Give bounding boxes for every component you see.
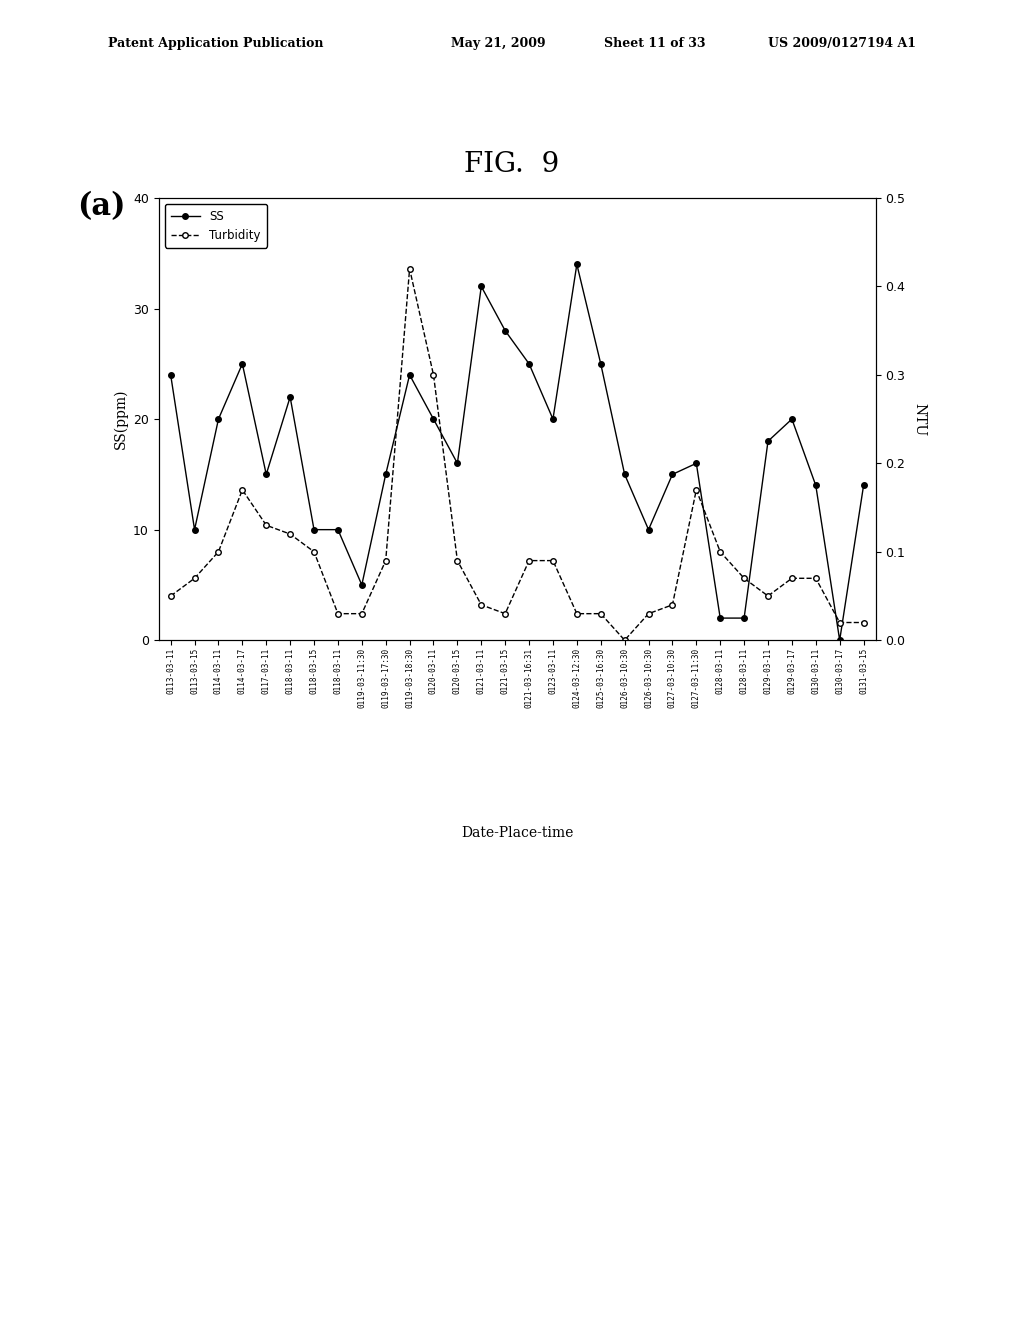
Text: (a): (a) [77, 191, 125, 222]
SS [690, 455, 702, 471]
SS [284, 389, 296, 405]
Turbidity [570, 606, 583, 622]
Turbidity [834, 615, 846, 631]
SS [547, 411, 559, 426]
Turbidity [857, 615, 869, 631]
Line: Turbidity: Turbidity [168, 265, 866, 643]
SS [667, 466, 679, 482]
Text: May 21, 2009: May 21, 2009 [451, 37, 545, 50]
Y-axis label: NTU: NTU [912, 403, 926, 436]
SS [642, 521, 654, 537]
SS [380, 466, 392, 482]
Turbidity [762, 587, 774, 603]
SS [452, 455, 464, 471]
Turbidity [284, 527, 296, 543]
Turbidity [237, 482, 249, 498]
Turbidity [427, 367, 439, 383]
Turbidity [260, 517, 272, 533]
Turbidity [690, 482, 702, 498]
Turbidity [475, 597, 487, 612]
Turbidity [595, 606, 607, 622]
SS [762, 433, 774, 449]
Turbidity [355, 606, 368, 622]
Turbidity [642, 606, 654, 622]
Turbidity [618, 632, 631, 648]
Turbidity [547, 553, 559, 569]
Text: US 2009/0127194 A1: US 2009/0127194 A1 [768, 37, 916, 50]
SS [475, 279, 487, 294]
SS [499, 322, 511, 338]
SS [834, 632, 846, 648]
SS [260, 466, 272, 482]
SS [212, 411, 224, 426]
SS [857, 478, 869, 494]
Turbidity [212, 544, 224, 560]
SS [714, 610, 726, 626]
SS [523, 356, 536, 372]
Text: Patent Application Publication: Patent Application Publication [108, 37, 323, 50]
Turbidity [165, 587, 177, 603]
Turbidity [785, 570, 798, 586]
SS [785, 411, 798, 426]
Turbidity [380, 553, 392, 569]
Turbidity [403, 261, 416, 277]
SS [332, 521, 344, 537]
SS [427, 411, 439, 426]
Turbidity [523, 553, 536, 569]
Turbidity [810, 570, 822, 586]
Turbidity [452, 553, 464, 569]
X-axis label: Date-Place-time: Date-Place-time [461, 826, 573, 840]
SS [595, 356, 607, 372]
SS [188, 521, 201, 537]
SS [165, 367, 177, 383]
SS [403, 367, 416, 383]
SS [570, 256, 583, 272]
Turbidity [188, 570, 201, 586]
Text: FIG.  9: FIG. 9 [464, 152, 560, 178]
SS [355, 577, 368, 593]
SS [237, 356, 249, 372]
Y-axis label: SS(ppm): SS(ppm) [114, 389, 128, 449]
Legend: SS, Turbidity: SS, Turbidity [165, 203, 267, 248]
Line: SS: SS [168, 261, 866, 643]
Turbidity [332, 606, 344, 622]
Turbidity [499, 606, 511, 622]
SS [810, 478, 822, 494]
Turbidity [308, 544, 321, 560]
Turbidity [738, 570, 751, 586]
SS [308, 521, 321, 537]
SS [738, 610, 751, 626]
Turbidity [667, 597, 679, 612]
SS [618, 466, 631, 482]
Turbidity [714, 544, 726, 560]
Text: Sheet 11 of 33: Sheet 11 of 33 [604, 37, 706, 50]
